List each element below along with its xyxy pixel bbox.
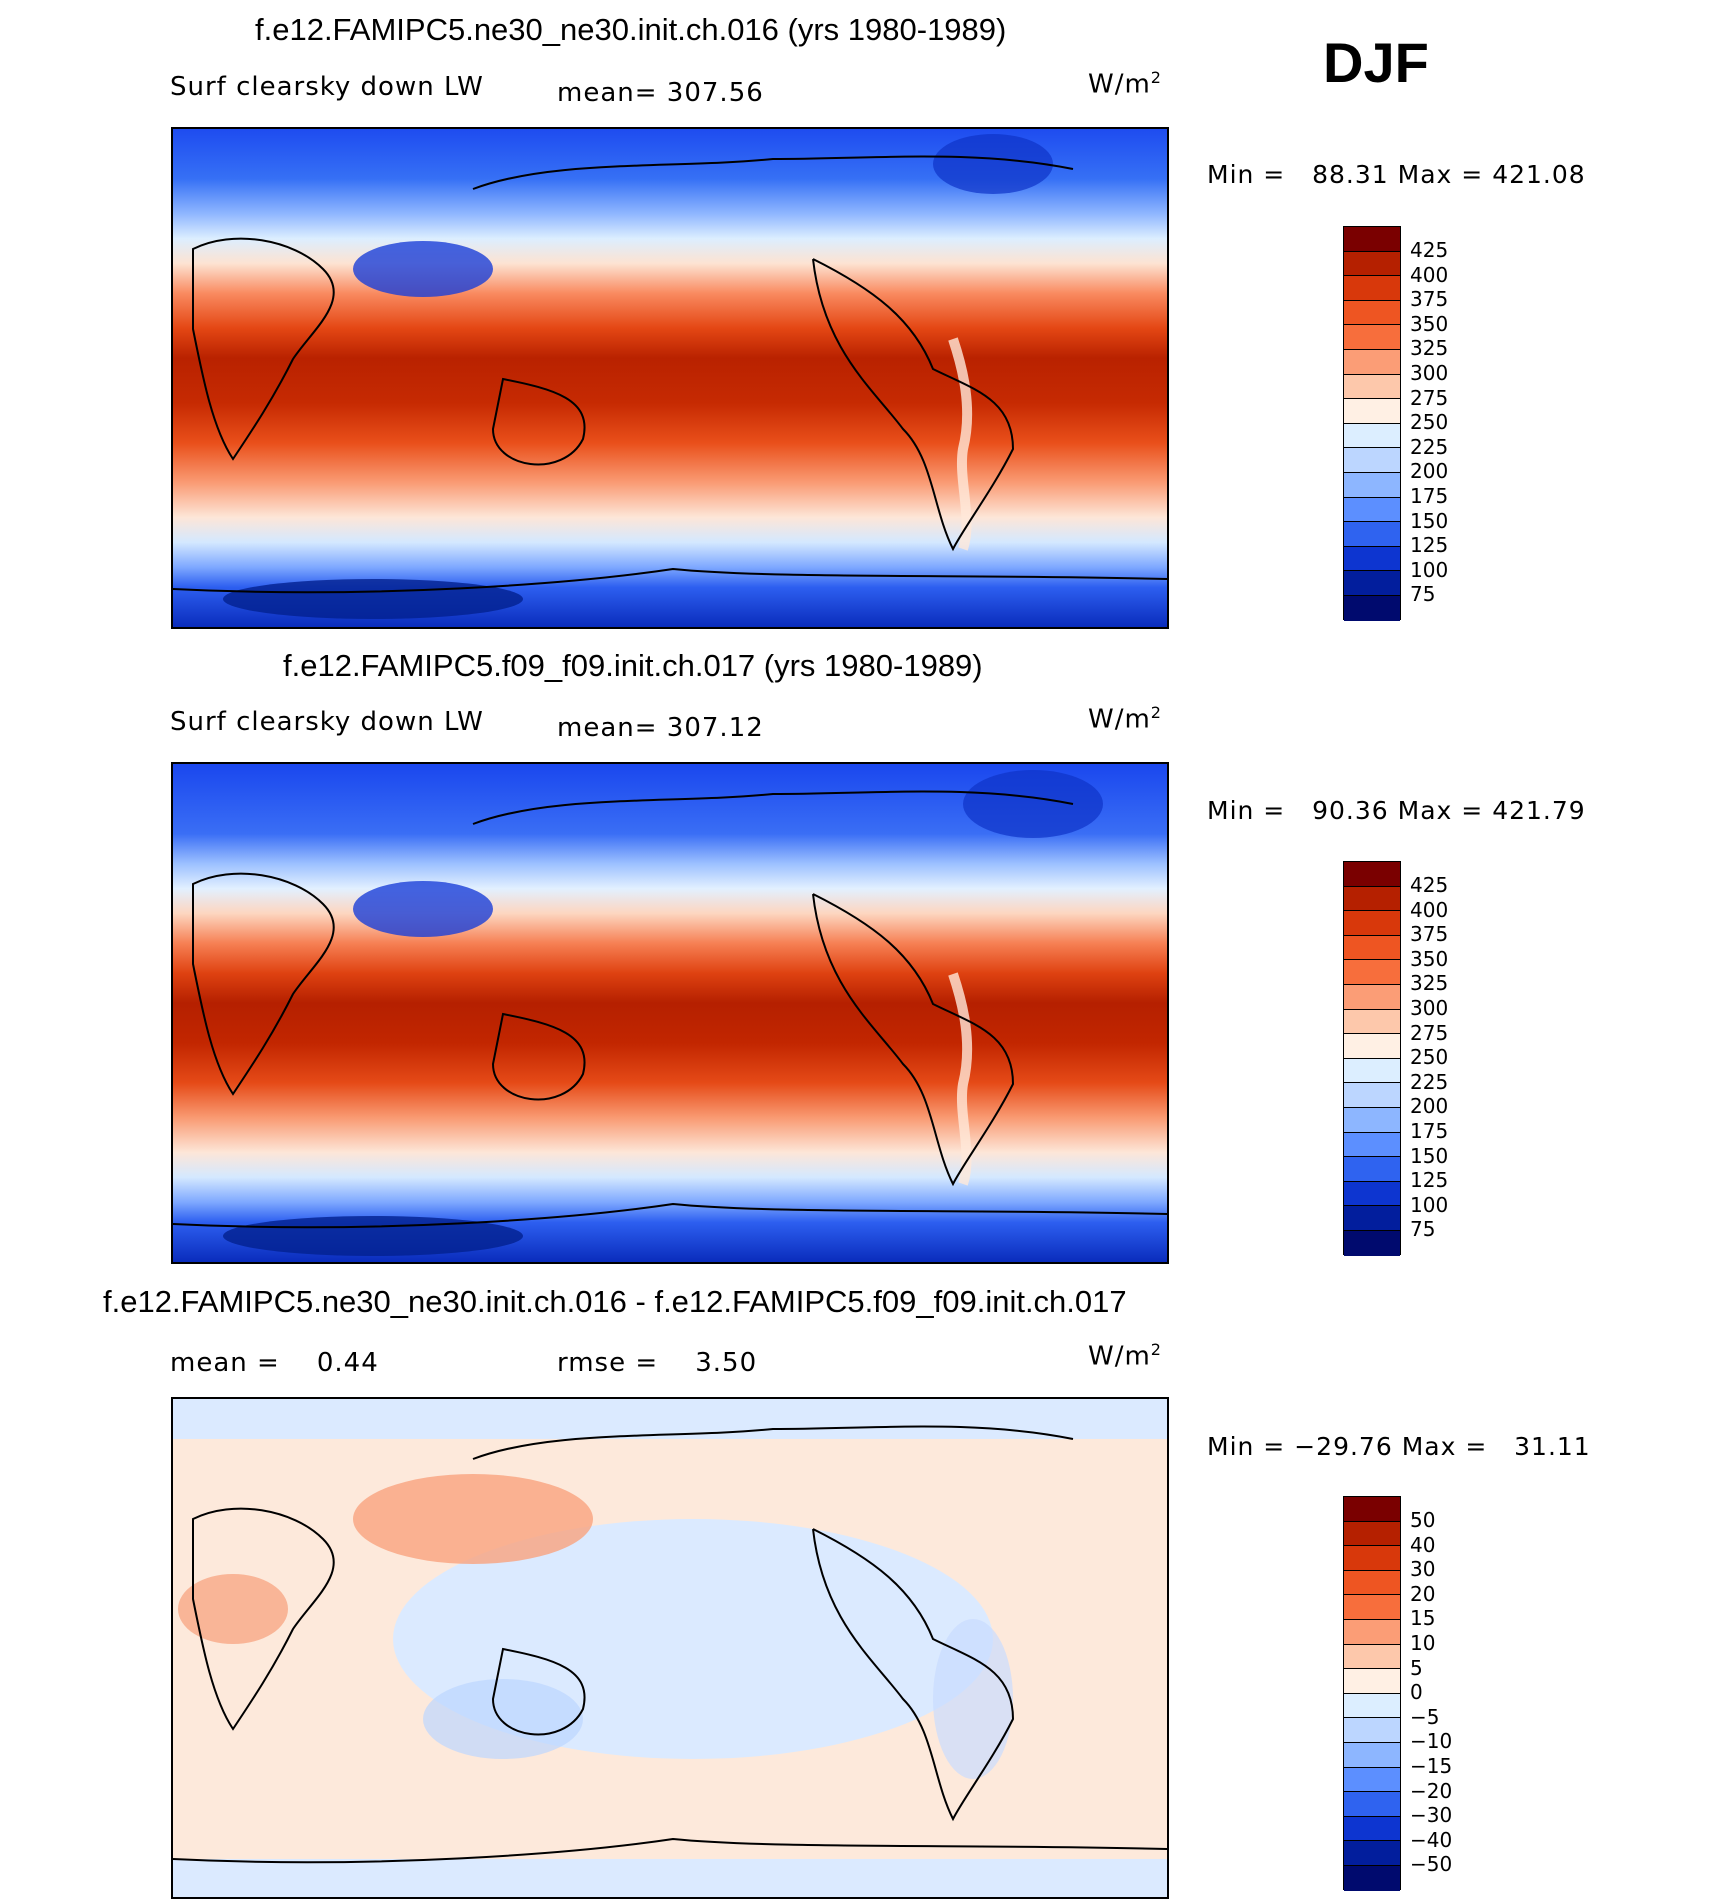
panel3-tick: −30 (1410, 1803, 1453, 1828)
panel2-colorbar (1343, 861, 1401, 1256)
panel2-tick: 225 (1410, 1069, 1449, 1094)
panel3-tick: 20 (1410, 1581, 1436, 1606)
panel3-units: W/m2 (1088, 1340, 1162, 1372)
panel1-variable: Surf clearsky down LW (170, 72, 484, 102)
panel1-tick: 375 (1410, 287, 1449, 312)
panel2-minmax: Min = 90.36 Max = 421.79 (1207, 796, 1586, 825)
panel3-tick: −10 (1410, 1729, 1453, 1754)
panel2-tick: 300 (1410, 996, 1449, 1020)
panel1-tick: 200 (1410, 459, 1449, 484)
panel3-tick: 10 (1410, 1631, 1436, 1655)
panel1-tick: 275 (1410, 385, 1449, 410)
panel3-map-plot (173, 1399, 1167, 1897)
panel3-tick: 50 (1410, 1508, 1436, 1532)
panel3-tick: 0 (1410, 1680, 1423, 1705)
panel2-tick: 325 (1410, 971, 1449, 996)
panel1-tick: 225 (1410, 434, 1449, 459)
panel3-title: f.e12.FAMIPC5.ne30_ne30.init.ch.016 - f.… (103, 1284, 1127, 1319)
panel1-map-plot (173, 129, 1167, 627)
panel2-map (171, 762, 1169, 1264)
panel3-mean: mean = 0.44 (170, 1348, 379, 1378)
panel1-title: f.e12.FAMIPC5.ne30_ne30.init.ch.016 (yrs… (255, 12, 1007, 47)
panel1-units: W/m2 (1088, 68, 1162, 100)
panel2-tick: 350 (1410, 946, 1449, 971)
panel1-tick: 100 (1410, 557, 1449, 582)
panel2-units: W/m2 (1088, 703, 1162, 735)
panel1-minmax: Min = 88.31 Max = 421.08 (1207, 160, 1586, 189)
panel2-tick: 75 (1410, 1217, 1436, 1242)
panel3-tick: −5 (1410, 1704, 1440, 1729)
panel3-tick: 15 (1410, 1606, 1436, 1631)
panel3-map (171, 1397, 1169, 1899)
panel1-tick: 425 (1410, 238, 1449, 262)
panel2-tick: 250 (1410, 1045, 1449, 1070)
season-label: DJF (1323, 31, 1429, 94)
panel1-tick: 300 (1410, 361, 1449, 385)
panel3-tick: 30 (1410, 1557, 1436, 1582)
panel3-tick: −50 (1410, 1852, 1453, 1877)
panel3-rmse: rmse = 3.50 (557, 1348, 758, 1378)
panel1-tick: 150 (1410, 508, 1449, 533)
panel3-tick: −15 (1410, 1754, 1453, 1778)
panel1-map (171, 127, 1169, 629)
panel2-map-plot (173, 764, 1167, 1262)
panel3-minmax: Min = −29.76 Max = 31.11 (1207, 1432, 1591, 1461)
panel2-mean: mean= 307.12 (557, 713, 764, 743)
panel1-colorbar (1343, 226, 1401, 621)
panel2-tick: 375 (1410, 922, 1449, 947)
panel1-tick: 250 (1410, 410, 1449, 435)
panel1-tick: 325 (1410, 336, 1449, 361)
panel2-tick: 425 (1410, 873, 1449, 897)
panel2-tick: 200 (1410, 1094, 1449, 1119)
panel3-tick: −40 (1410, 1827, 1453, 1852)
panel2-tick: 100 (1410, 1192, 1449, 1217)
panel2-tick: 275 (1410, 1020, 1449, 1045)
panel2-tick: 150 (1410, 1143, 1449, 1168)
panel3-tick: −20 (1410, 1778, 1453, 1803)
panel2-tick: 125 (1410, 1168, 1449, 1193)
panel1-tick: 350 (1410, 311, 1449, 336)
panel2-variable: Surf clearsky down LW (170, 707, 484, 737)
panel1-tick: 400 (1410, 262, 1449, 287)
panel1-tick: 75 (1410, 582, 1436, 607)
panel1-tick: 125 (1410, 533, 1449, 558)
panel3-tick: 40 (1410, 1532, 1436, 1557)
panel3-tick: 5 (1410, 1655, 1423, 1680)
panel1-tick: 175 (1410, 484, 1449, 508)
panel2-title: f.e12.FAMIPC5.f09_f09.init.ch.017 (yrs 1… (283, 648, 983, 683)
panel2-tick: 175 (1410, 1119, 1449, 1143)
panel1-mean: mean= 307.56 (557, 78, 764, 108)
panel2-tick: 400 (1410, 897, 1449, 922)
panel3-colorbar (1343, 1496, 1401, 1891)
